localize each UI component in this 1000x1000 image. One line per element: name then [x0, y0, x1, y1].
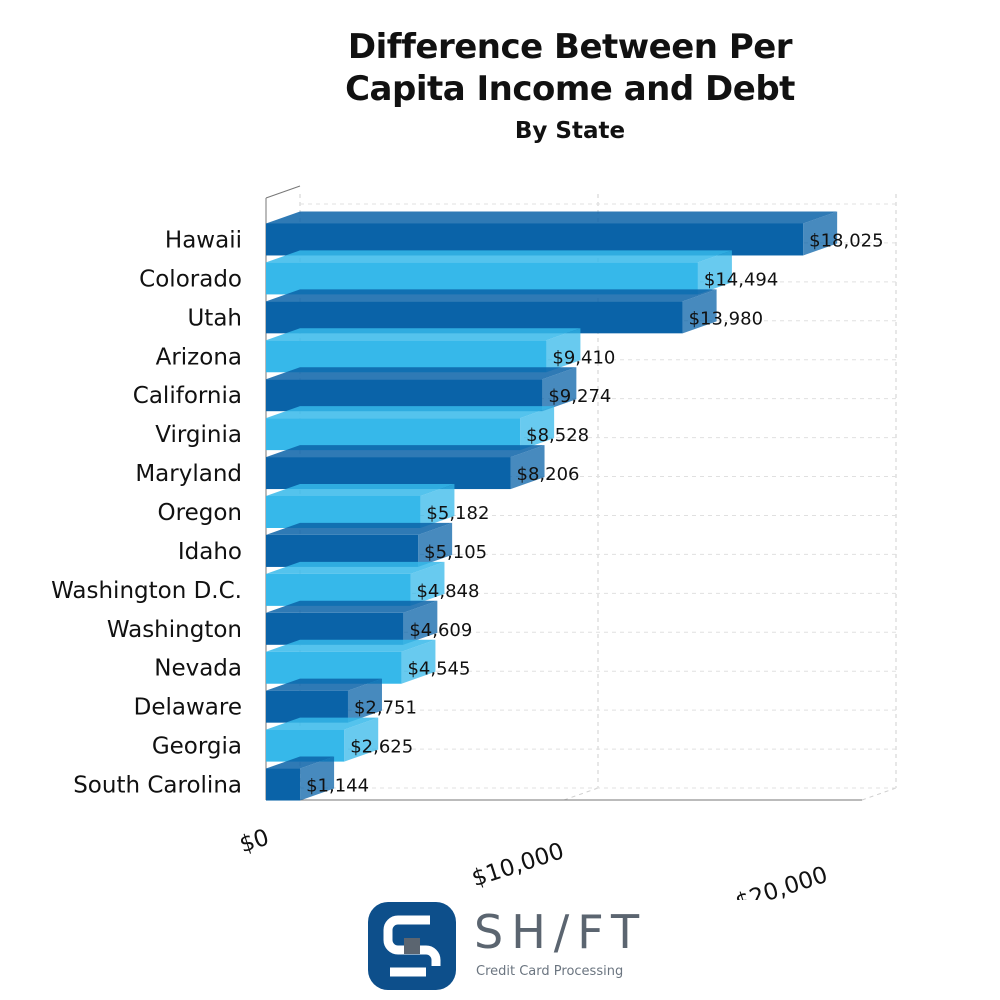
- bar-side-14: [300, 756, 335, 801]
- chart-title: Difference Between Per Capita Income and…: [250, 26, 890, 110]
- bar-side-11: [401, 639, 436, 684]
- value-label-8: $5,105: [424, 542, 487, 563]
- shift-logo-icon: [368, 902, 456, 990]
- value-label-7: $5,182: [426, 503, 489, 524]
- value-label-9: $4,848: [416, 581, 479, 602]
- category-label-3: Arizona: [156, 344, 242, 370]
- bar-2: [266, 301, 683, 334]
- x-tick-label-0: $0: [236, 825, 272, 859]
- value-label-2: $13,980: [689, 308, 763, 329]
- bar-top-1: [266, 250, 732, 263]
- category-label-9: Washington D.C.: [51, 578, 242, 604]
- bar-6: [266, 457, 511, 490]
- value-label-6: $8,206: [517, 464, 580, 485]
- category-label-10: Washington: [107, 617, 242, 643]
- value-label-3: $9,410: [552, 347, 615, 368]
- value-label-1: $14,494: [704, 269, 778, 290]
- bar-side-0: [803, 211, 838, 256]
- bar-side-1: [697, 250, 732, 295]
- bar-9: [266, 573, 411, 606]
- bar-14: [266, 768, 301, 801]
- bar-top-7: [266, 484, 455, 496]
- x-tick-label-1: $10,000: [469, 838, 568, 892]
- category-label-5: Virginia: [155, 422, 242, 448]
- bar-side-9: [410, 561, 445, 606]
- bar-side-6: [510, 445, 545, 490]
- value-label-14: $1,144: [306, 776, 369, 797]
- category-label-4: California: [133, 383, 242, 409]
- bar-top-11: [266, 639, 436, 652]
- category-label-6: Maryland: [135, 461, 242, 487]
- chart-title-line-1: Difference Between Per: [347, 27, 793, 67]
- bar-chart: Hawaii $18,025 Colorado $14,494 Utah $13,980 A…: [51, 185, 897, 900]
- bar-top-9: [266, 561, 445, 574]
- chart-subtitle: By State: [514, 118, 626, 144]
- bar-top-13: [266, 717, 379, 730]
- bar-top-4: [266, 367, 577, 380]
- category-label-8: Idaho: [178, 539, 242, 565]
- bar-12: [266, 690, 348, 723]
- bar-3: [266, 340, 547, 373]
- bar-top-12: [266, 678, 382, 691]
- category-label-11: Nevada: [154, 656, 242, 682]
- axis-corner: [265, 185, 301, 199]
- x-tick-label-2: $20,000: [732, 862, 831, 900]
- chart-title-line-2: Capita Income and Debt: [345, 69, 795, 109]
- bar-top-10: [266, 600, 438, 613]
- value-label-5: $8,528: [526, 425, 589, 446]
- bar-10: [266, 612, 404, 645]
- brand-name: SH/FT: [474, 905, 648, 959]
- category-label-0: Hawaii: [165, 227, 242, 253]
- value-label-13: $2,625: [350, 737, 413, 758]
- category-label-1: Colorado: [139, 266, 242, 292]
- bar-side-12: [347, 678, 382, 723]
- gridline-floor-2: [861, 787, 897, 801]
- value-label-12: $2,751: [354, 698, 417, 719]
- bar-side-3: [546, 328, 581, 373]
- bar-5: [266, 418, 521, 451]
- bar-top-5: [266, 406, 555, 419]
- bar-top-8: [266, 522, 453, 535]
- category-label-7: Oregon: [158, 500, 242, 526]
- bar-side-5: [520, 406, 555, 451]
- bar-0: [266, 223, 804, 256]
- bar-side-7: [420, 484, 455, 528]
- value-label-11: $4,545: [407, 659, 470, 680]
- bar-4: [266, 379, 543, 412]
- bar-13: [266, 729, 345, 762]
- category-label-2: Utah: [187, 305, 242, 331]
- bar-top-14: [266, 756, 335, 769]
- bar-side-2: [682, 289, 717, 334]
- bar-top-6: [266, 445, 545, 458]
- value-label-0: $18,025: [809, 230, 883, 251]
- bar-side-10: [403, 600, 438, 645]
- value-label-10: $4,609: [409, 620, 472, 641]
- bar-top-0: [266, 211, 838, 224]
- bar-side-4: [542, 367, 577, 412]
- bar-side-8: [418, 522, 453, 567]
- bar-7: [266, 496, 421, 528]
- bar-11: [266, 651, 402, 684]
- category-label-13: Georgia: [152, 734, 242, 760]
- bar-side-13: [344, 717, 379, 762]
- bar-top-3: [266, 328, 581, 341]
- category-label-14: South Carolina: [73, 773, 242, 799]
- category-label-12: Delaware: [134, 695, 242, 721]
- bar-8: [266, 534, 419, 567]
- gridline-floor-1: [563, 787, 599, 801]
- bar-top-2: [266, 289, 717, 302]
- bar-1: [266, 262, 698, 295]
- value-label-4: $9,274: [548, 386, 611, 407]
- brand-tagline: Credit Card Processing: [476, 964, 624, 979]
